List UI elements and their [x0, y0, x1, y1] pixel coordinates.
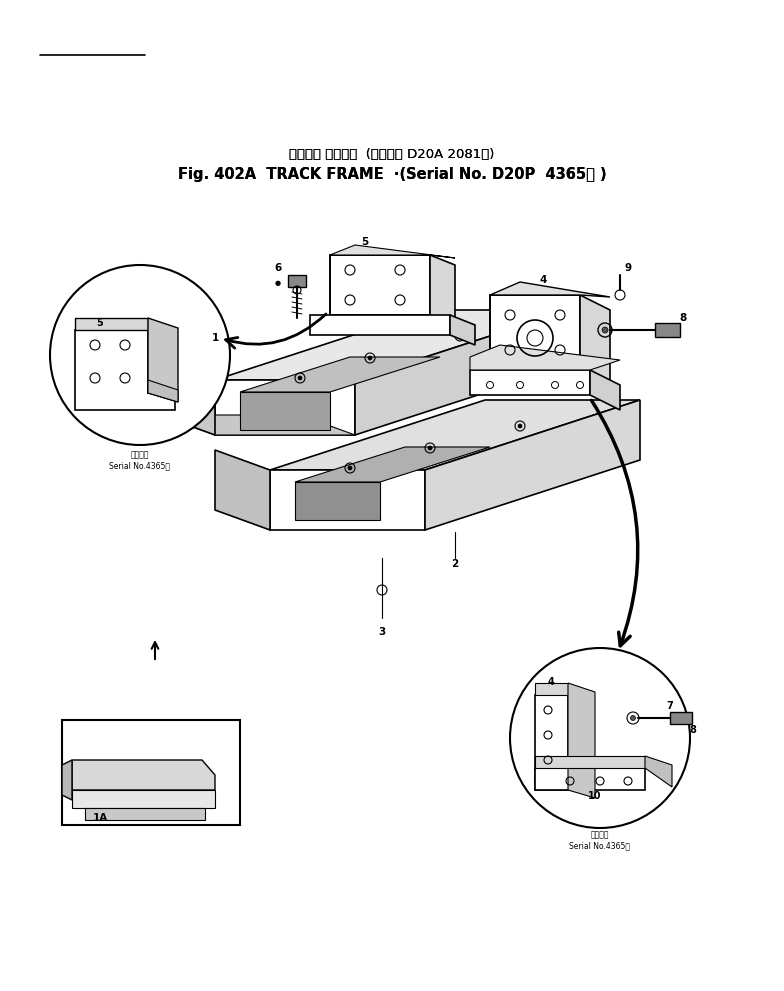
- Polygon shape: [160, 360, 215, 435]
- Polygon shape: [148, 380, 178, 402]
- Polygon shape: [295, 447, 490, 482]
- Text: 3: 3: [379, 627, 386, 637]
- Polygon shape: [160, 415, 355, 435]
- Polygon shape: [535, 768, 645, 790]
- Text: 8: 8: [680, 313, 687, 323]
- Polygon shape: [645, 756, 672, 787]
- Circle shape: [368, 356, 372, 360]
- Polygon shape: [490, 282, 610, 297]
- Text: Fig. 402A  TRACK FRAME  ·(Serial No. D20P  4365～ ): Fig. 402A TRACK FRAME ·(Serial No. D20P …: [178, 167, 606, 182]
- FancyArrowPatch shape: [226, 314, 326, 348]
- Text: 5: 5: [96, 318, 103, 328]
- Bar: [62, 720, 240, 825]
- Text: トラック フレーム  (適用号機 D20A 2081～): トラック フレーム (適用号機 D20A 2081～): [289, 149, 495, 162]
- Text: 9: 9: [624, 263, 632, 273]
- Circle shape: [50, 265, 230, 445]
- Polygon shape: [580, 295, 610, 385]
- Text: 2: 2: [452, 559, 459, 569]
- Polygon shape: [450, 315, 475, 345]
- Text: 適用号機: 適用号機: [131, 451, 149, 460]
- Polygon shape: [288, 275, 306, 287]
- Polygon shape: [215, 310, 570, 380]
- Text: 8: 8: [690, 725, 696, 735]
- Polygon shape: [535, 756, 645, 768]
- Text: 5: 5: [361, 237, 368, 247]
- Text: 7: 7: [666, 701, 673, 711]
- Polygon shape: [535, 683, 568, 695]
- Polygon shape: [270, 400, 640, 470]
- Circle shape: [518, 424, 522, 428]
- Polygon shape: [355, 310, 570, 435]
- Polygon shape: [75, 318, 148, 330]
- Polygon shape: [425, 400, 640, 530]
- Polygon shape: [62, 760, 72, 800]
- Circle shape: [527, 330, 543, 346]
- Polygon shape: [85, 808, 205, 820]
- Polygon shape: [470, 370, 590, 395]
- Text: 10: 10: [588, 791, 602, 801]
- Polygon shape: [148, 318, 178, 402]
- Text: 1A: 1A: [93, 813, 107, 823]
- Polygon shape: [215, 380, 355, 435]
- Text: ●: ●: [275, 280, 281, 286]
- Polygon shape: [72, 790, 215, 808]
- Polygon shape: [310, 315, 450, 335]
- Polygon shape: [590, 370, 620, 410]
- Circle shape: [458, 334, 462, 338]
- Text: 適用号機: 適用号機: [591, 830, 609, 839]
- Text: 1: 1: [212, 333, 219, 343]
- Polygon shape: [330, 255, 430, 315]
- Text: Fig. 402A  TRACK FRAME  ·(Serial No. D20P  4365～ ): Fig. 402A TRACK FRAME ·(Serial No. D20P …: [178, 167, 606, 182]
- Polygon shape: [568, 683, 595, 798]
- Text: Serial No.4365～: Serial No.4365～: [110, 462, 170, 471]
- Text: 4: 4: [548, 677, 554, 687]
- Polygon shape: [490, 295, 580, 370]
- Polygon shape: [215, 450, 270, 530]
- Polygon shape: [270, 470, 425, 530]
- Circle shape: [348, 466, 352, 470]
- Polygon shape: [240, 392, 330, 430]
- Text: Serial No.4365～: Serial No.4365～: [569, 841, 630, 850]
- Polygon shape: [655, 323, 680, 337]
- FancyArrowPatch shape: [591, 400, 638, 646]
- Polygon shape: [330, 245, 455, 258]
- Polygon shape: [72, 760, 215, 790]
- Polygon shape: [295, 482, 380, 520]
- Circle shape: [630, 716, 636, 720]
- Circle shape: [510, 648, 690, 828]
- Circle shape: [602, 327, 608, 333]
- Polygon shape: [670, 712, 692, 724]
- Polygon shape: [240, 357, 440, 392]
- Polygon shape: [430, 255, 455, 325]
- Polygon shape: [470, 345, 620, 370]
- Polygon shape: [535, 695, 568, 790]
- Circle shape: [428, 446, 432, 450]
- Circle shape: [298, 376, 302, 380]
- Text: 4: 4: [539, 275, 546, 285]
- Text: 6: 6: [274, 263, 281, 273]
- Polygon shape: [75, 330, 175, 410]
- Text: トラック フレーム  (適用号機 D20A 2081～): トラック フレーム (適用号機 D20A 2081～): [289, 149, 495, 162]
